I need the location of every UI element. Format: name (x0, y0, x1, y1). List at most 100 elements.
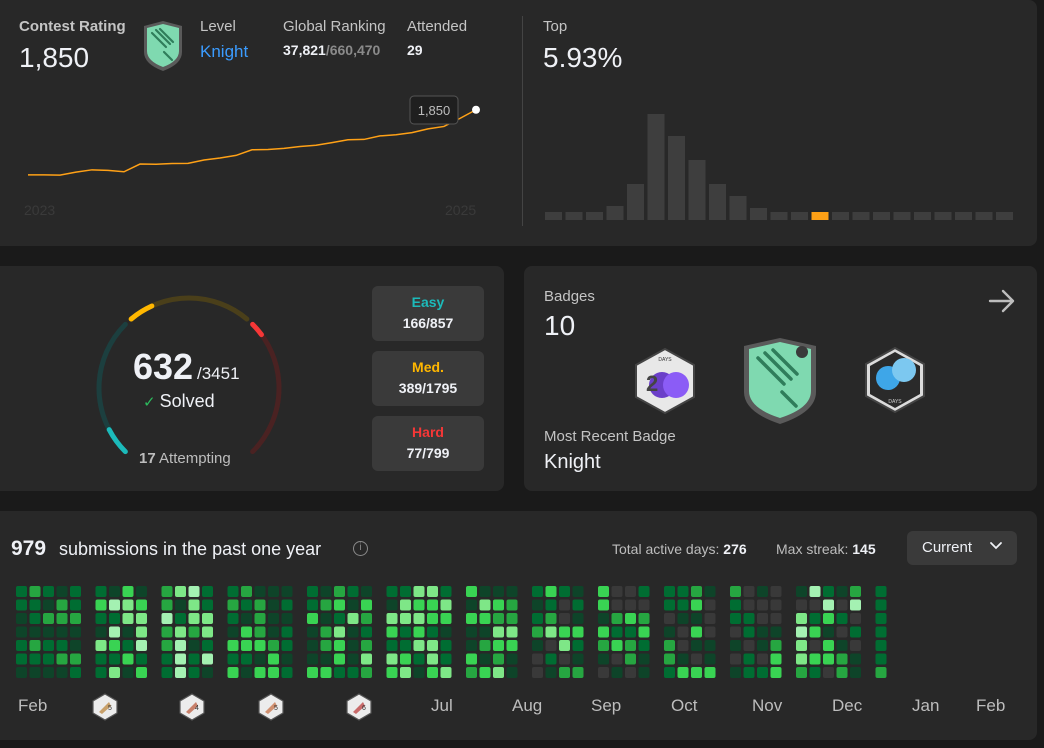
heatmap-day-cell[interactable] (704, 586, 716, 597)
heatmap-day-cell[interactable] (796, 626, 807, 638)
heatmap-day-cell[interactable] (493, 599, 504, 611)
heatmap-day-cell[interactable] (677, 599, 689, 611)
heatmap-day-cell[interactable] (532, 599, 543, 611)
histogram-bar[interactable] (791, 212, 808, 220)
heatmap-day-cell[interactable] (175, 653, 186, 665)
heatmap-day-cell[interactable] (691, 653, 702, 665)
heatmap-day-cell[interactable] (56, 640, 68, 651)
heatmap-day-cell[interactable] (109, 640, 120, 651)
heatmap-day-cell[interactable] (122, 667, 134, 678)
heatmap-day-cell[interactable] (227, 613, 239, 624)
heatmap-day-cell[interactable] (16, 599, 27, 611)
heatmap-day-cell[interactable] (572, 626, 584, 638)
heatmap-day-cell[interactable] (122, 613, 134, 624)
heatmap-day-cell[interactable] (559, 586, 570, 597)
heatmap-day-cell[interactable] (241, 640, 252, 651)
heatmap-day-cell[interactable] (122, 626, 134, 638)
heatmap-day-cell[interactable] (743, 599, 755, 611)
heatmap-day-cell[interactable] (386, 626, 398, 638)
heatmap-day-cell[interactable] (122, 653, 134, 665)
heatmap-day-cell[interactable] (43, 599, 54, 611)
heatmap-day-cell[interactable] (598, 667, 609, 678)
heatmap-day-cell[interactable] (413, 613, 425, 624)
heatmap-day-cell[interactable] (400, 599, 411, 611)
heatmap-day-cell[interactable] (400, 640, 411, 651)
heatmap-day-cell[interactable] (559, 640, 570, 651)
heatmap-day-cell[interactable] (691, 613, 702, 624)
histogram-bar[interactable] (852, 212, 870, 220)
heatmap-day-cell[interactable] (506, 599, 518, 611)
heatmap-day-cell[interactable] (347, 613, 359, 624)
heatmap-day-cell[interactable] (757, 613, 768, 624)
heatmap-day-cell[interactable] (664, 613, 675, 624)
heatmap-day-cell[interactable] (175, 667, 186, 678)
heatmap-day-cell[interactable] (836, 640, 848, 651)
heatmap-day-cell[interactable] (254, 653, 266, 665)
heatmap-day-cell[interactable] (572, 599, 584, 611)
histogram-bar[interactable] (770, 212, 788, 220)
contest-badge-icon[interactable]: 6 (345, 693, 373, 721)
heatmap-day-cell[interactable] (161, 613, 173, 624)
heatmap-day-cell[interactable] (532, 613, 543, 624)
heatmap-day-cell[interactable] (850, 667, 861, 678)
heatmap-day-cell[interactable] (479, 626, 491, 638)
heatmap-day-cell[interactable] (691, 667, 702, 678)
heatmap-day-cell[interactable] (704, 667, 716, 678)
heatmap-day-cell[interactable] (875, 586, 887, 597)
heatmap-day-cell[interactable] (730, 586, 741, 597)
heatmap-day-cell[interactable] (175, 586, 186, 597)
heatmap-day-cell[interactable] (823, 586, 834, 597)
heatmap-day-cell[interactable] (136, 626, 147, 638)
heatmap-day-cell[interactable] (188, 613, 200, 624)
heatmap-day-cell[interactable] (625, 626, 636, 638)
heatmap-day-cell[interactable] (413, 626, 425, 638)
heatmap-day-cell[interactable] (427, 626, 438, 638)
heatmap-day-cell[interactable] (664, 640, 675, 651)
heatmap-day-cell[interactable] (559, 626, 570, 638)
heatmap-day-cell[interactable] (638, 613, 650, 624)
heatmap-day-cell[interactable] (743, 653, 755, 665)
heatmap-day-cell[interactable] (361, 599, 372, 611)
heatmap-day-cell[interactable] (730, 653, 741, 665)
heatmap-day-cell[interactable] (664, 653, 675, 665)
heatmap-day-cell[interactable] (691, 640, 702, 651)
heatmap-day-cell[interactable] (361, 653, 372, 665)
heatmap-day-cell[interactable] (611, 586, 623, 597)
heatmap-day-cell[interactable] (850, 626, 861, 638)
heatmap-day-cell[interactable] (532, 586, 543, 597)
heatmap-day-cell[interactable] (227, 640, 239, 651)
heatmap-day-cell[interactable] (743, 586, 755, 597)
heatmap-day-cell[interactable] (757, 586, 768, 597)
heatmap-day-cell[interactable] (506, 586, 518, 597)
heatmap-day-cell[interactable] (281, 653, 293, 665)
heatmap-day-cell[interactable] (386, 667, 398, 678)
heatmap-day-cell[interactable] (347, 586, 359, 597)
heatmap-day-cell[interactable] (334, 613, 345, 624)
heatmap-day-cell[interactable] (757, 667, 768, 678)
heatmap-day-cell[interactable] (227, 667, 239, 678)
heatmap-day-cell[interactable] (704, 653, 716, 665)
heatmap-day-cell[interactable] (598, 653, 609, 665)
heatmap-day-cell[interactable] (307, 626, 318, 638)
heatmap-day-cell[interactable] (850, 613, 861, 624)
heatmap-day-cell[interactable] (466, 640, 477, 651)
heatmap-day-cell[interactable] (254, 599, 266, 611)
heatmap-day-cell[interactable] (809, 640, 821, 651)
heatmap-day-cell[interactable] (691, 586, 702, 597)
heatmap-day-cell[interactable] (268, 653, 279, 665)
heatmap-day-cell[interactable] (823, 640, 834, 651)
heatmap-day-cell[interactable] (598, 613, 609, 624)
heatmap-day-cell[interactable] (796, 653, 807, 665)
heatmap-day-cell[interactable] (836, 613, 848, 624)
heatmap-day-cell[interactable] (175, 640, 186, 651)
heatmap-day-cell[interactable] (479, 653, 491, 665)
heatmap-day-cell[interactable] (493, 586, 504, 597)
heatmap-day-cell[interactable] (850, 653, 861, 665)
period-select[interactable]: Current (907, 531, 1017, 565)
heatmap-day-cell[interactable] (281, 626, 293, 638)
rating-distribution-histogram[interactable] (545, 100, 1020, 222)
histogram-bar[interactable] (750, 208, 767, 220)
submission-heatmap[interactable] (0, 580, 1044, 692)
heatmap-day-cell[interactable] (479, 586, 491, 597)
heatmap-day-cell[interactable] (823, 626, 834, 638)
